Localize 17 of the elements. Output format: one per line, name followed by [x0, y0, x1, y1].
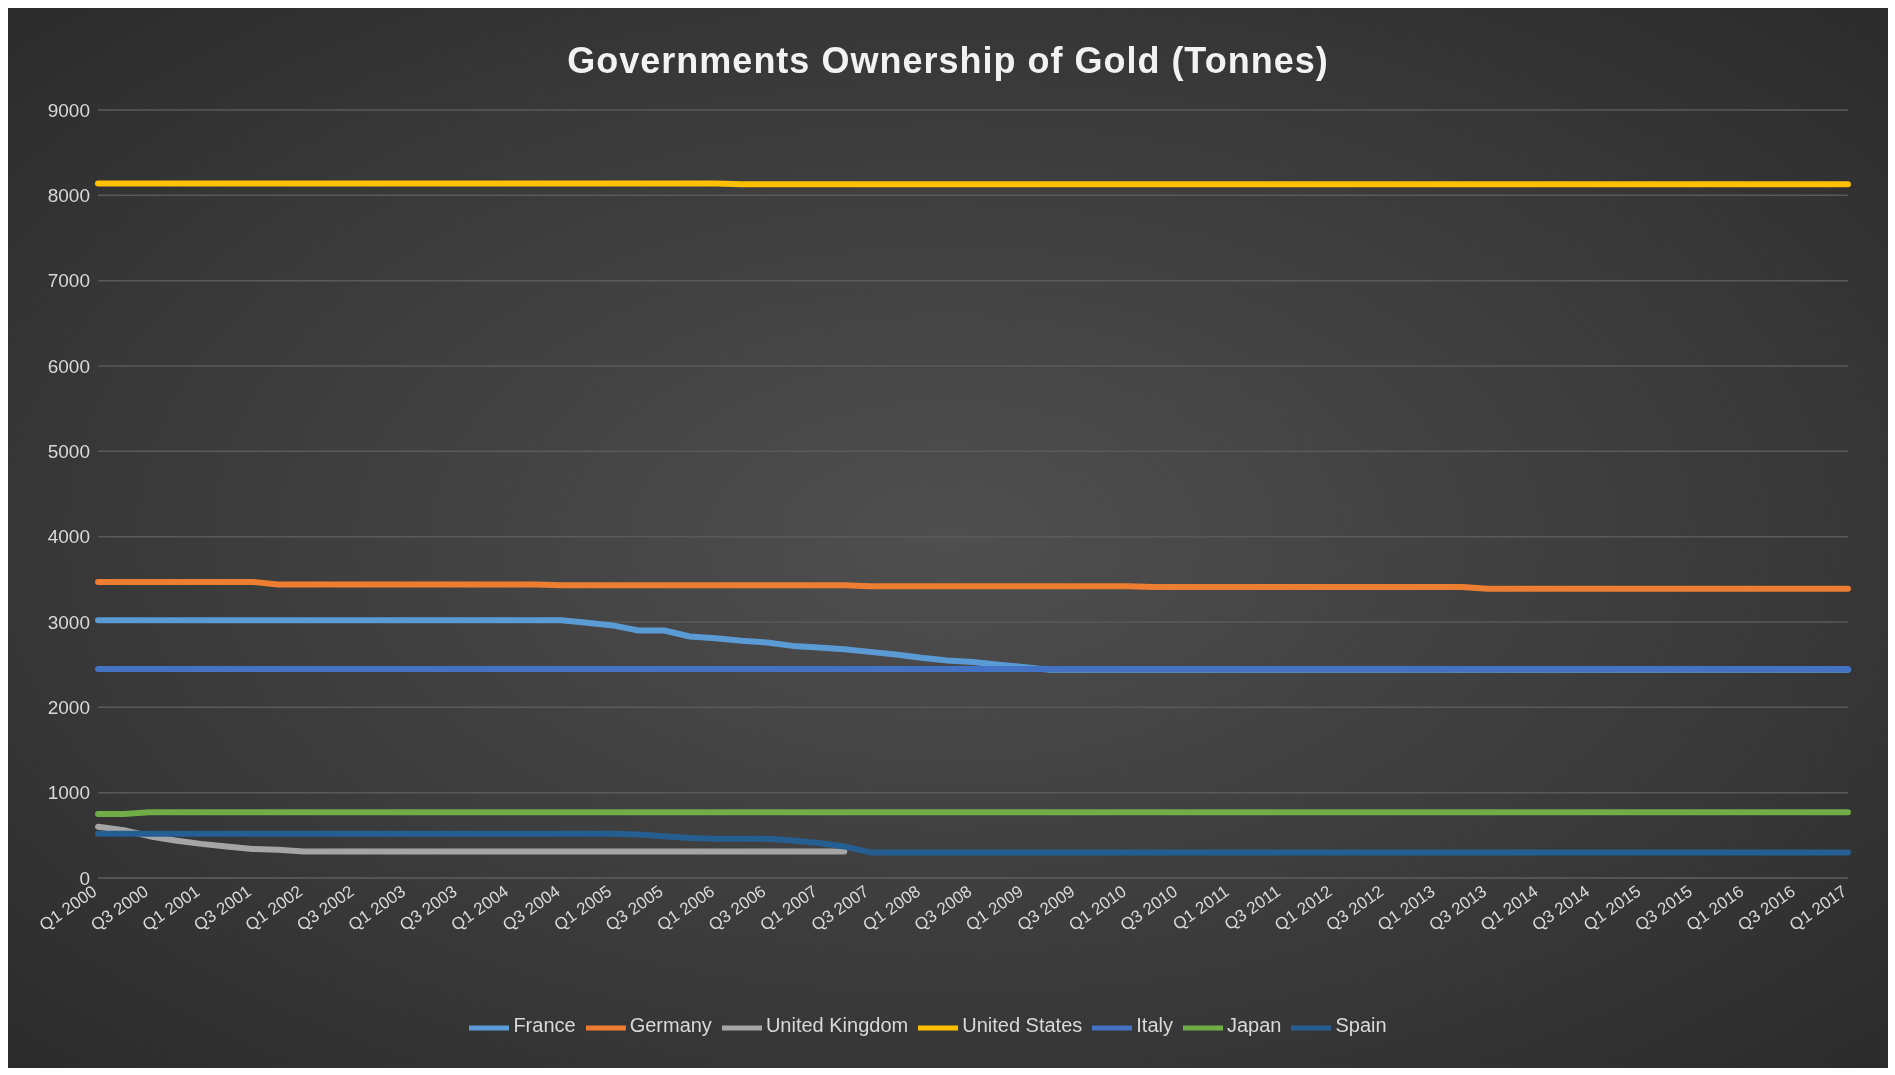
legend-label: United States [962, 1014, 1083, 1037]
legend-label: United Kingdom [765, 1014, 909, 1037]
y-tick-label: 9000 [47, 99, 90, 121]
legend-label: Germany [629, 1014, 712, 1037]
legend-label: Spain [1335, 1014, 1387, 1037]
y-tick-label: 6000 [47, 355, 90, 377]
y-tick-label: 7000 [47, 270, 90, 292]
y-tick-label: 5000 [47, 441, 90, 463]
chart-title: Governments Ownership of Gold (Tonnes) [566, 39, 1330, 83]
legend-label: Italy [1136, 1014, 1173, 1037]
y-tick-label: 1000 [47, 782, 90, 804]
y-tick-label: 8000 [47, 185, 90, 207]
y-tick-label: 3000 [47, 611, 90, 633]
legend-label: Japan [1226, 1014, 1282, 1037]
legend-label: France [513, 1014, 576, 1037]
y-tick-label: 4000 [47, 526, 90, 548]
y-tick-label: 2000 [47, 697, 90, 719]
